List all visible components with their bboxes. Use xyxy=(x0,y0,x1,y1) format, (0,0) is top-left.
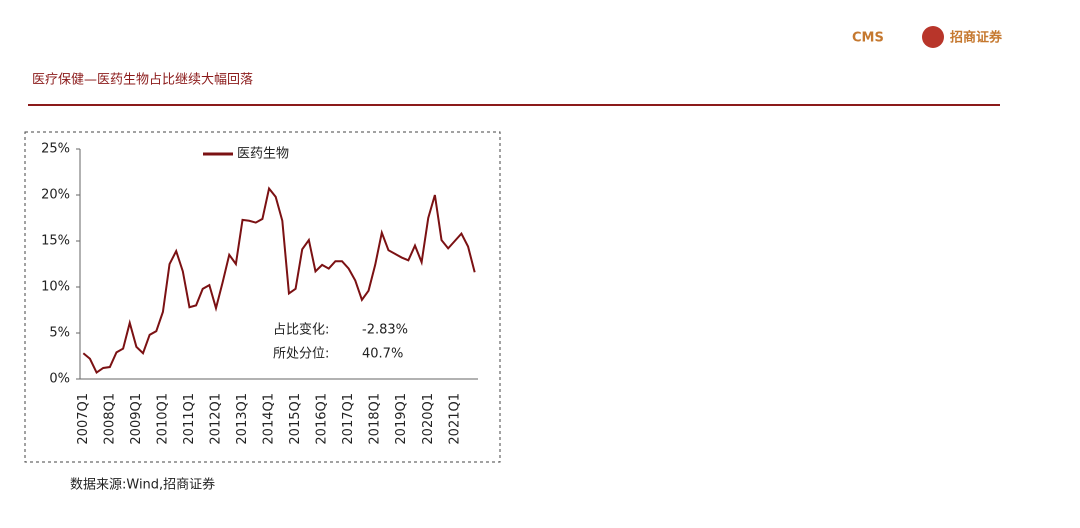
brand: 招商证券 xyxy=(950,30,1003,46)
x-tick-label: 2017Q1 xyxy=(341,393,356,445)
x-tick-label: 2014Q1 xyxy=(262,393,277,445)
y-tick-label: 0% xyxy=(49,372,70,387)
x-tick-label: 2010Q1 xyxy=(155,393,170,445)
x-tick-label: 2013Q1 xyxy=(235,393,250,445)
x-tick-label: 2008Q1 xyxy=(102,393,117,445)
y-tick-label: 25% xyxy=(41,142,70,157)
x-tick-label: 2012Q1 xyxy=(208,393,223,445)
annotation-label: 所处分位: xyxy=(273,347,329,362)
annotation-label: 占比变化: xyxy=(273,322,329,338)
x-tick-label: 2009Q1 xyxy=(129,393,144,445)
y-tick-label: 10% xyxy=(41,280,70,295)
x-tick-label: 2019Q1 xyxy=(394,393,409,445)
y-tick-label: 20% xyxy=(41,188,70,203)
x-tick-label: 2011Q1 xyxy=(182,393,197,445)
slide-title: 医疗保健—医药生物占比继续大幅回落 xyxy=(32,73,253,88)
x-tick-label: 2016Q1 xyxy=(315,393,330,445)
x-tick-label: 2015Q1 xyxy=(288,393,303,445)
series-line xyxy=(82,186,476,375)
x-tick-label: 2007Q1 xyxy=(76,393,91,445)
legend-label: 医药生物 xyxy=(237,147,289,162)
x-tick-label: 2020Q1 xyxy=(421,393,436,445)
y-tick-label: 15% xyxy=(41,234,70,249)
y-tick-label: 5% xyxy=(49,326,70,341)
logo-text: CMS xyxy=(852,31,884,46)
x-tick-label: 2021Q1 xyxy=(447,393,462,445)
logo-icon xyxy=(922,26,944,48)
annotation-value: -2.83% xyxy=(362,323,408,338)
annotation-value: 40.7% xyxy=(362,347,403,362)
x-tick-label: 2018Q1 xyxy=(368,393,383,445)
source: 数据来源:Wind,招商证券 xyxy=(70,477,215,493)
